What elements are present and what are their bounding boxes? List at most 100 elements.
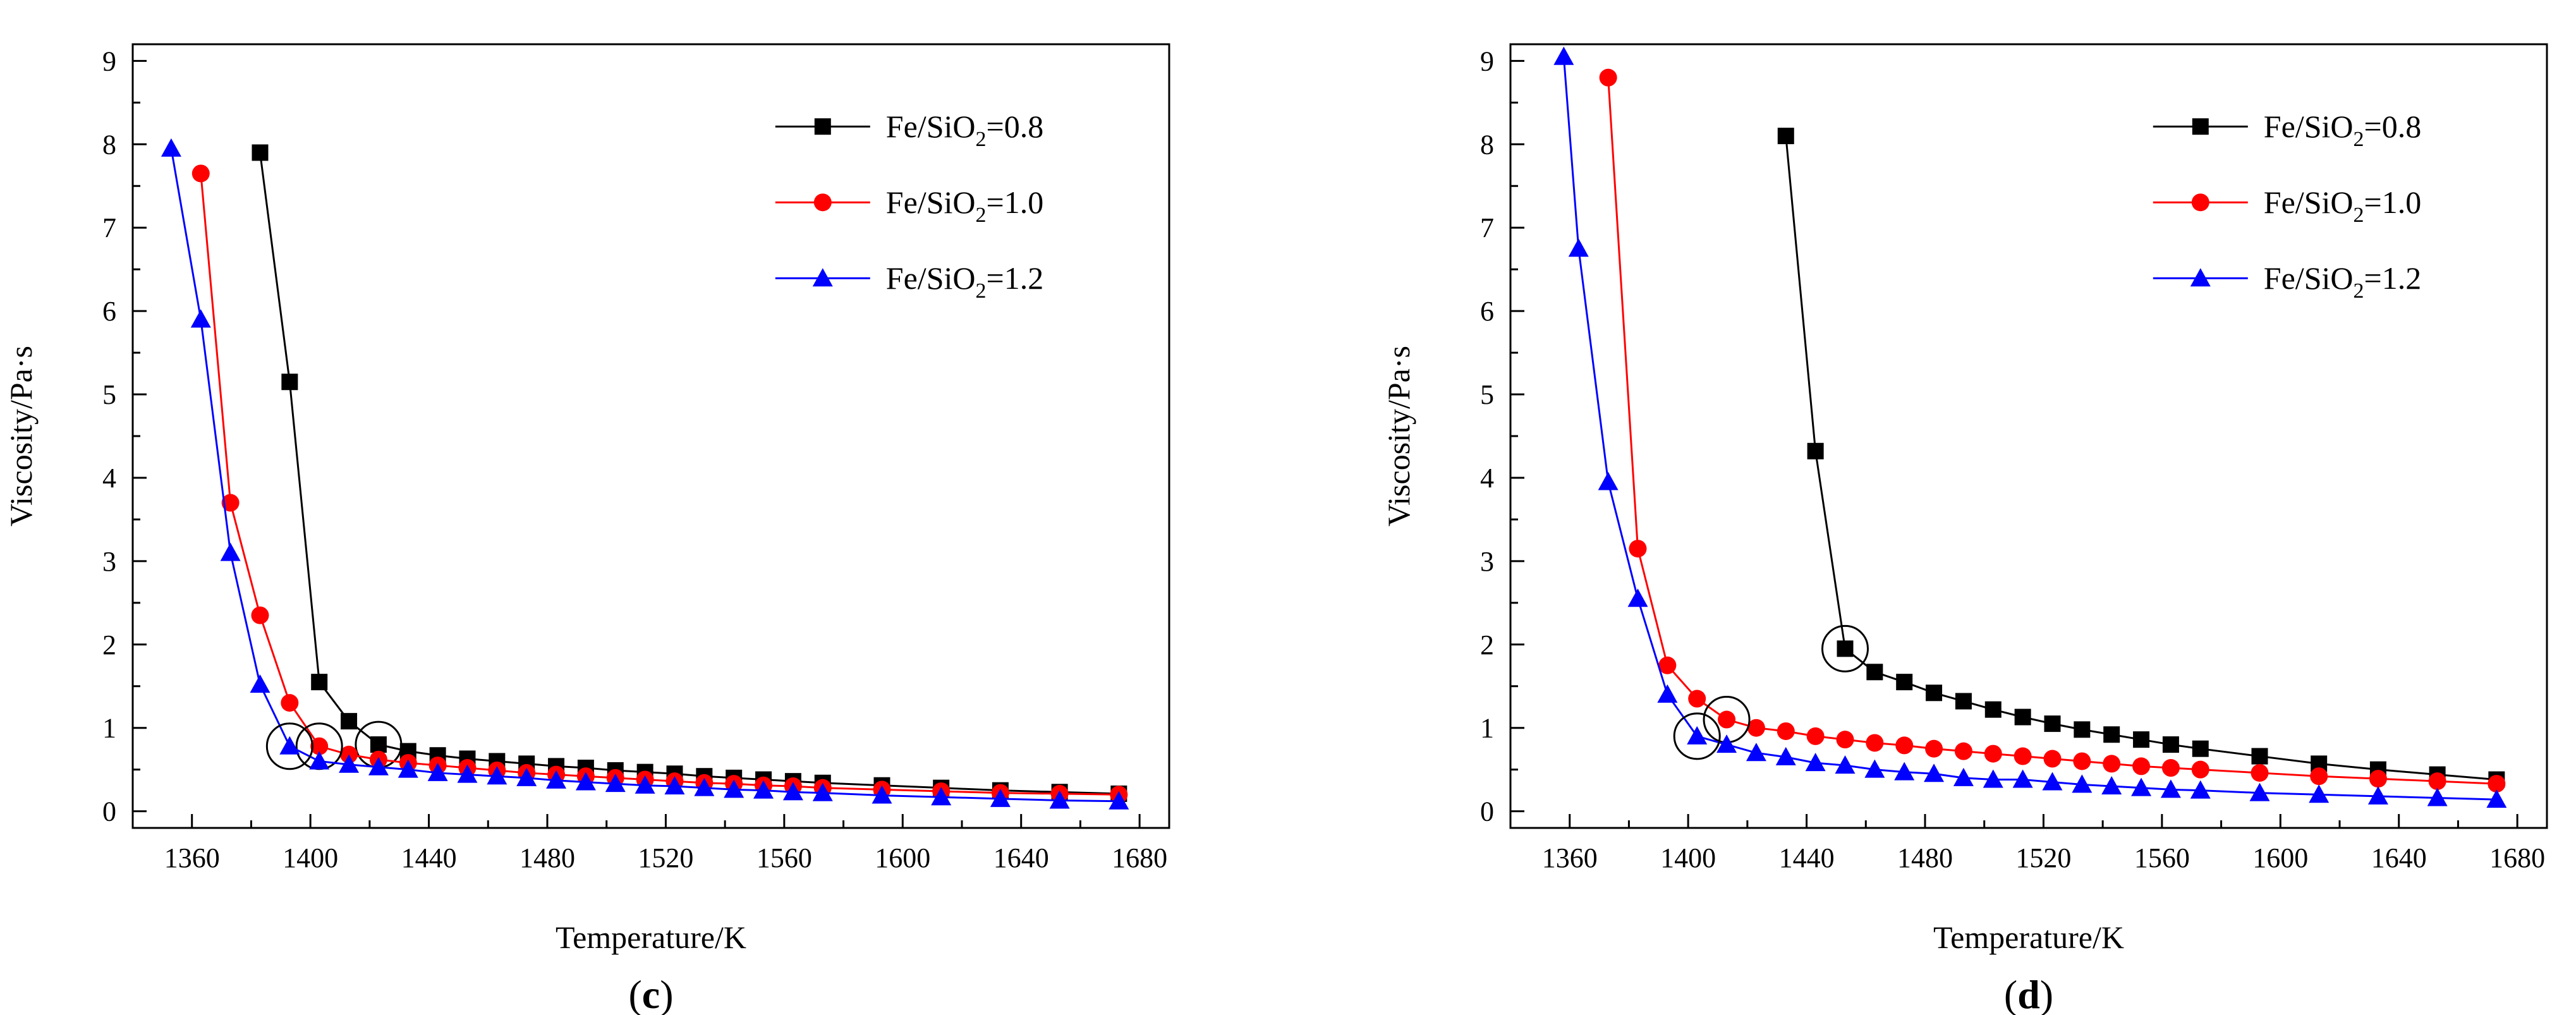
data-point bbox=[1049, 790, 1070, 809]
x-tick-label: 1600 bbox=[875, 842, 930, 873]
y-tick-label: 3 bbox=[1480, 546, 1494, 577]
data-point bbox=[1777, 722, 1795, 740]
data-point bbox=[782, 782, 803, 801]
data-point bbox=[2160, 779, 2181, 798]
y-tick-label: 1 bbox=[102, 713, 116, 744]
series-line bbox=[1607, 77, 2497, 785]
panel-label: (c) bbox=[628, 972, 673, 1015]
data-point bbox=[2101, 776, 2122, 795]
data-point bbox=[2103, 726, 2120, 743]
series-layer bbox=[161, 138, 1129, 810]
y-tick-label: 6 bbox=[102, 296, 116, 327]
data-point bbox=[252, 144, 269, 161]
data-point bbox=[2309, 784, 2330, 803]
y-tick-label: 7 bbox=[102, 212, 116, 243]
data-point bbox=[2072, 774, 2093, 793]
legend-text: Fe/SiO bbox=[2264, 109, 2354, 144]
legend: Fe/SiO2=0.8Fe/SiO2=1.0Fe/SiO2=1.2 bbox=[775, 109, 1043, 303]
data-point bbox=[2103, 755, 2121, 773]
x-axis-title: Temperature/K bbox=[1933, 920, 2124, 955]
series-line bbox=[1562, 56, 2497, 801]
data-point bbox=[1866, 734, 1884, 752]
data-point bbox=[2367, 786, 2388, 805]
data-point bbox=[1627, 588, 1648, 607]
y-tick-label: 7 bbox=[1480, 212, 1494, 243]
data-point bbox=[1926, 684, 1943, 702]
legend-text: Fe/SiO bbox=[886, 260, 976, 296]
data-point bbox=[2488, 775, 2506, 793]
data-point bbox=[1688, 690, 1706, 708]
data-point bbox=[1894, 762, 1915, 781]
legend-marker bbox=[813, 193, 832, 212]
axis-ticks: 1360 1400 1440 1480 1520 1560 1600 1640 1680 0 1 2 3… bbox=[1480, 46, 2545, 873]
legend-marker bbox=[2190, 268, 2211, 287]
data-point bbox=[398, 759, 418, 778]
x-tick-label: 1440 bbox=[401, 842, 457, 873]
data-point bbox=[546, 770, 567, 789]
data-point bbox=[2486, 789, 2507, 808]
data-point bbox=[2191, 760, 2209, 779]
legend-text: Fe/SiO bbox=[886, 109, 976, 144]
y-tick-label: 5 bbox=[102, 379, 116, 410]
axis-ticks: 1360 1400 1440 1480 1520 1560 1600 1640 1680 0 1 2 3… bbox=[102, 46, 1167, 873]
data-point bbox=[1716, 734, 1737, 753]
data-point bbox=[427, 762, 448, 781]
legend-label: Fe/SiO2=0.8 bbox=[2264, 109, 2421, 151]
legend-label: Fe/SiO2=1.2 bbox=[2264, 260, 2421, 303]
data-point bbox=[1807, 442, 1824, 459]
data-point bbox=[1599, 68, 1617, 87]
data-point bbox=[2073, 752, 2091, 770]
data-point bbox=[694, 777, 715, 796]
legend-value: =1.0 bbox=[987, 185, 1044, 220]
legend-value: =0.8 bbox=[987, 109, 1044, 144]
data-point bbox=[1984, 745, 2002, 763]
legend-marker bbox=[2191, 193, 2209, 212]
legend-subscript: 2 bbox=[976, 204, 987, 227]
data-point bbox=[2074, 721, 2091, 738]
series-1 bbox=[252, 144, 1127, 802]
data-point bbox=[457, 764, 478, 783]
y-axis-title: Viscosity/Pa·s bbox=[3, 346, 39, 526]
data-point bbox=[221, 494, 240, 512]
data-point bbox=[281, 374, 298, 391]
data-point bbox=[2190, 780, 2211, 799]
data-point bbox=[1866, 664, 1883, 681]
x-tick-label: 1680 bbox=[1112, 842, 1167, 873]
data-point bbox=[370, 736, 387, 753]
data-point bbox=[368, 757, 389, 775]
legend-value: =0.8 bbox=[2364, 109, 2422, 144]
data-point bbox=[310, 737, 329, 755]
data-point bbox=[1746, 743, 1766, 762]
y-tick-label: 2 bbox=[1480, 629, 1494, 660]
data-point bbox=[1836, 731, 1854, 749]
legend-subscript: 2 bbox=[976, 128, 987, 151]
x-tick-label: 1640 bbox=[993, 842, 1049, 873]
x-tick-label: 1520 bbox=[638, 842, 693, 873]
legend-value: =1.2 bbox=[2364, 260, 2422, 296]
legend-subscript: 2 bbox=[976, 279, 987, 303]
data-point bbox=[1687, 726, 1708, 745]
legend-value: =1.0 bbox=[2364, 185, 2422, 220]
x-tick-label: 1360 bbox=[1542, 842, 1598, 873]
data-point bbox=[1553, 46, 1574, 65]
data-point bbox=[2133, 731, 2150, 748]
legend-text: Fe/SiO bbox=[2264, 185, 2354, 220]
data-point bbox=[2162, 736, 2179, 753]
legend-subscript: 2 bbox=[2354, 204, 2364, 227]
x-tick-label: 1600 bbox=[2252, 842, 2308, 873]
legend-text: Fe/SiO bbox=[2264, 260, 2354, 296]
data-point bbox=[575, 772, 596, 791]
data-point bbox=[1568, 238, 1589, 257]
panel-letter: d bbox=[2017, 972, 2040, 1015]
legend-label: Fe/SiO2=1.0 bbox=[886, 185, 1043, 227]
legend-subscript: 2 bbox=[2354, 279, 2364, 303]
highlight-circle bbox=[1821, 624, 1869, 672]
data-point bbox=[1925, 739, 1943, 758]
data-point bbox=[1955, 693, 1972, 710]
data-point bbox=[2427, 787, 2448, 806]
data-point bbox=[1629, 540, 1647, 558]
y-tick-label: 8 bbox=[102, 129, 116, 160]
x-tick-label: 1400 bbox=[1660, 842, 1716, 873]
panel-letter: c bbox=[642, 972, 660, 1015]
legend-value: =1.2 bbox=[987, 260, 1044, 296]
